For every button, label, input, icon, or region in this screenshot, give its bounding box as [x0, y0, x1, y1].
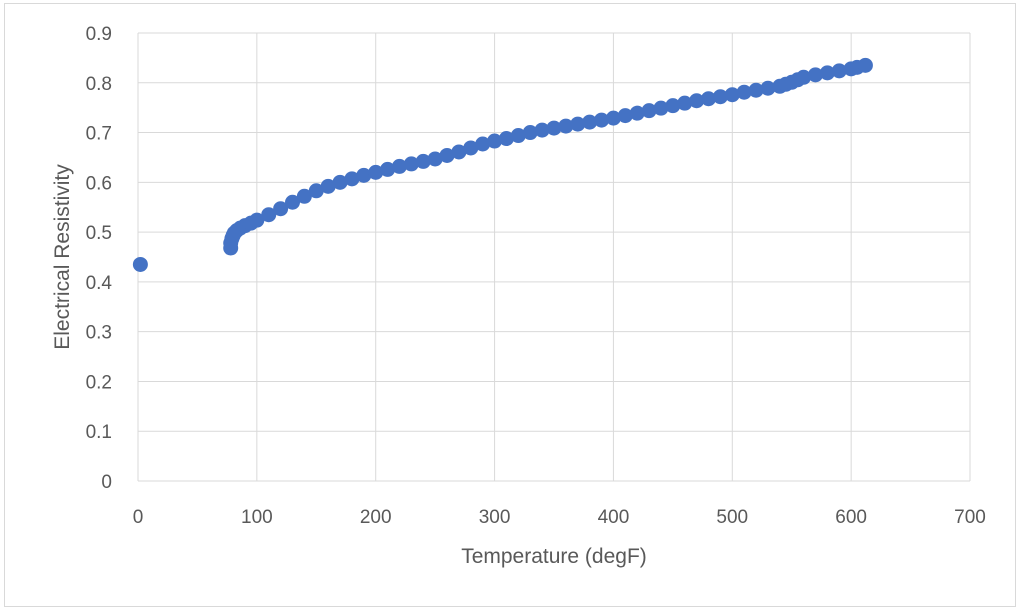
- data-point: [510, 128, 526, 144]
- data-point: [617, 108, 633, 124]
- data-point: [701, 91, 717, 107]
- data-point: [641, 103, 657, 119]
- data-point: [522, 125, 538, 141]
- data-point: [296, 188, 312, 204]
- data-point: [403, 156, 419, 172]
- data-point: [677, 95, 693, 111]
- data-point: [724, 87, 740, 103]
- y-tick-label: 0.5: [86, 223, 112, 244]
- data-point: [344, 171, 360, 187]
- data-point: [332, 174, 348, 190]
- data-point: [819, 65, 835, 81]
- y-axis-title: Electrical Resistivity: [51, 164, 74, 350]
- y-tick-label: 0.3: [86, 323, 112, 344]
- x-tick-label: 100: [241, 507, 273, 528]
- data-point: [132, 256, 148, 272]
- data-point: [534, 122, 550, 138]
- y-tick-label: 0.6: [86, 173, 112, 194]
- y-tick-label: 0.9: [86, 24, 112, 45]
- x-tick-labels: 0 100 200 300 400 500 600 700: [133, 507, 986, 528]
- y-tick-label: 0.2: [86, 372, 112, 393]
- x-tick-label: 600: [835, 507, 867, 528]
- data-point: [249, 212, 265, 228]
- data-point: [546, 120, 562, 136]
- data-point: [748, 82, 764, 98]
- data-point: [558, 118, 574, 134]
- x-tick-label: 400: [598, 507, 630, 528]
- data-point: [570, 116, 586, 132]
- data-point: [594, 112, 610, 128]
- data-point: [439, 147, 455, 163]
- data-point: [605, 110, 621, 126]
- data-point: [320, 178, 336, 194]
- data-point: [760, 80, 776, 96]
- data-point: [582, 114, 598, 130]
- data-points: [132, 57, 873, 272]
- data-point: [356, 167, 372, 183]
- data-point: [736, 84, 752, 100]
- data-point: [415, 153, 431, 169]
- data-point: [475, 136, 491, 152]
- y-tick-label: 0: [101, 472, 112, 493]
- chart-frame: [4, 3, 1016, 607]
- data-point: [629, 105, 645, 121]
- data-point: [653, 100, 669, 116]
- data-point: [308, 183, 324, 199]
- x-tick-label: 0: [133, 507, 144, 528]
- y-tick-labels: 0 0.1 0.2 0.3 0.4 0.5 0.6 0.7 0.8 0.9: [86, 24, 113, 493]
- x-tick-label: 200: [360, 507, 392, 528]
- x-tick-label: 700: [954, 507, 986, 528]
- data-point: [273, 201, 289, 217]
- data-point: [712, 89, 728, 105]
- data-point: [857, 57, 873, 73]
- data-point: [391, 158, 407, 174]
- y-tick-label: 0.7: [86, 124, 112, 145]
- data-point: [487, 133, 503, 149]
- data-point: [285, 194, 301, 210]
- y-tick-label: 0.1: [86, 422, 112, 443]
- x-tick-label: 500: [716, 507, 748, 528]
- x-axis-title: Temperature (degF): [461, 545, 647, 568]
- data-point: [796, 69, 812, 85]
- y-tick-label: 0.8: [86, 74, 112, 95]
- data-point: [368, 164, 384, 180]
- data-point: [498, 131, 514, 147]
- data-point: [689, 93, 705, 109]
- data-point: [261, 207, 277, 223]
- data-point: [380, 161, 396, 177]
- data-point: [807, 67, 823, 83]
- y-tick-label: 0.4: [86, 273, 113, 294]
- data-point: [451, 144, 467, 160]
- data-point: [463, 140, 479, 156]
- data-point: [831, 63, 847, 79]
- data-point: [427, 151, 443, 167]
- gridlines: [137, 32, 971, 482]
- data-point: [665, 98, 681, 114]
- x-tick-label: 300: [479, 507, 511, 528]
